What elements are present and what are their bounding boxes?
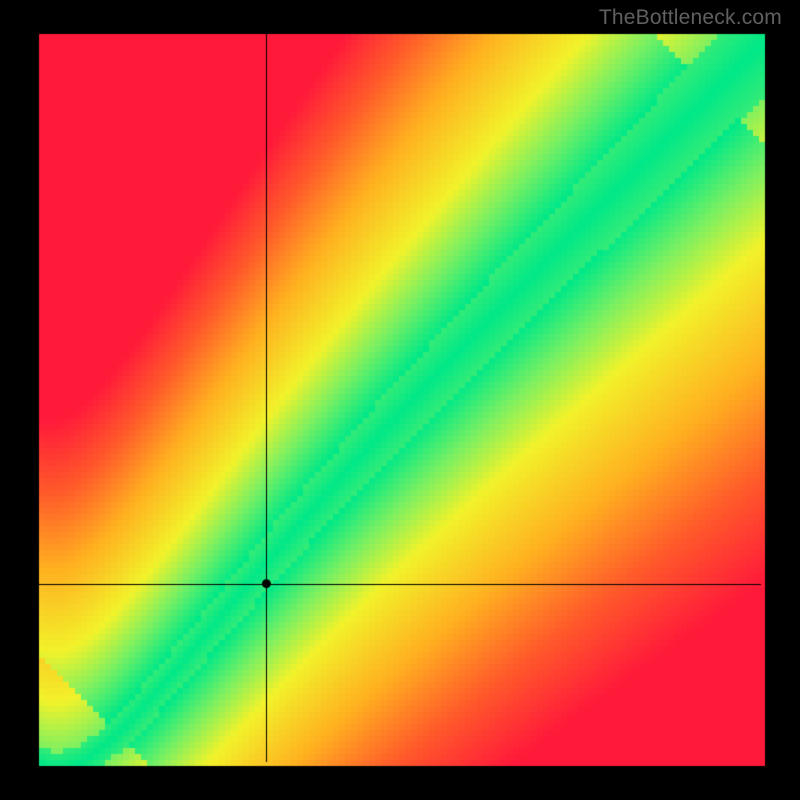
chart-container: TheBottleneck.com [0, 0, 800, 800]
bottleneck-heatmap [0, 0, 800, 800]
watermark-text: TheBottleneck.com [599, 6, 782, 30]
